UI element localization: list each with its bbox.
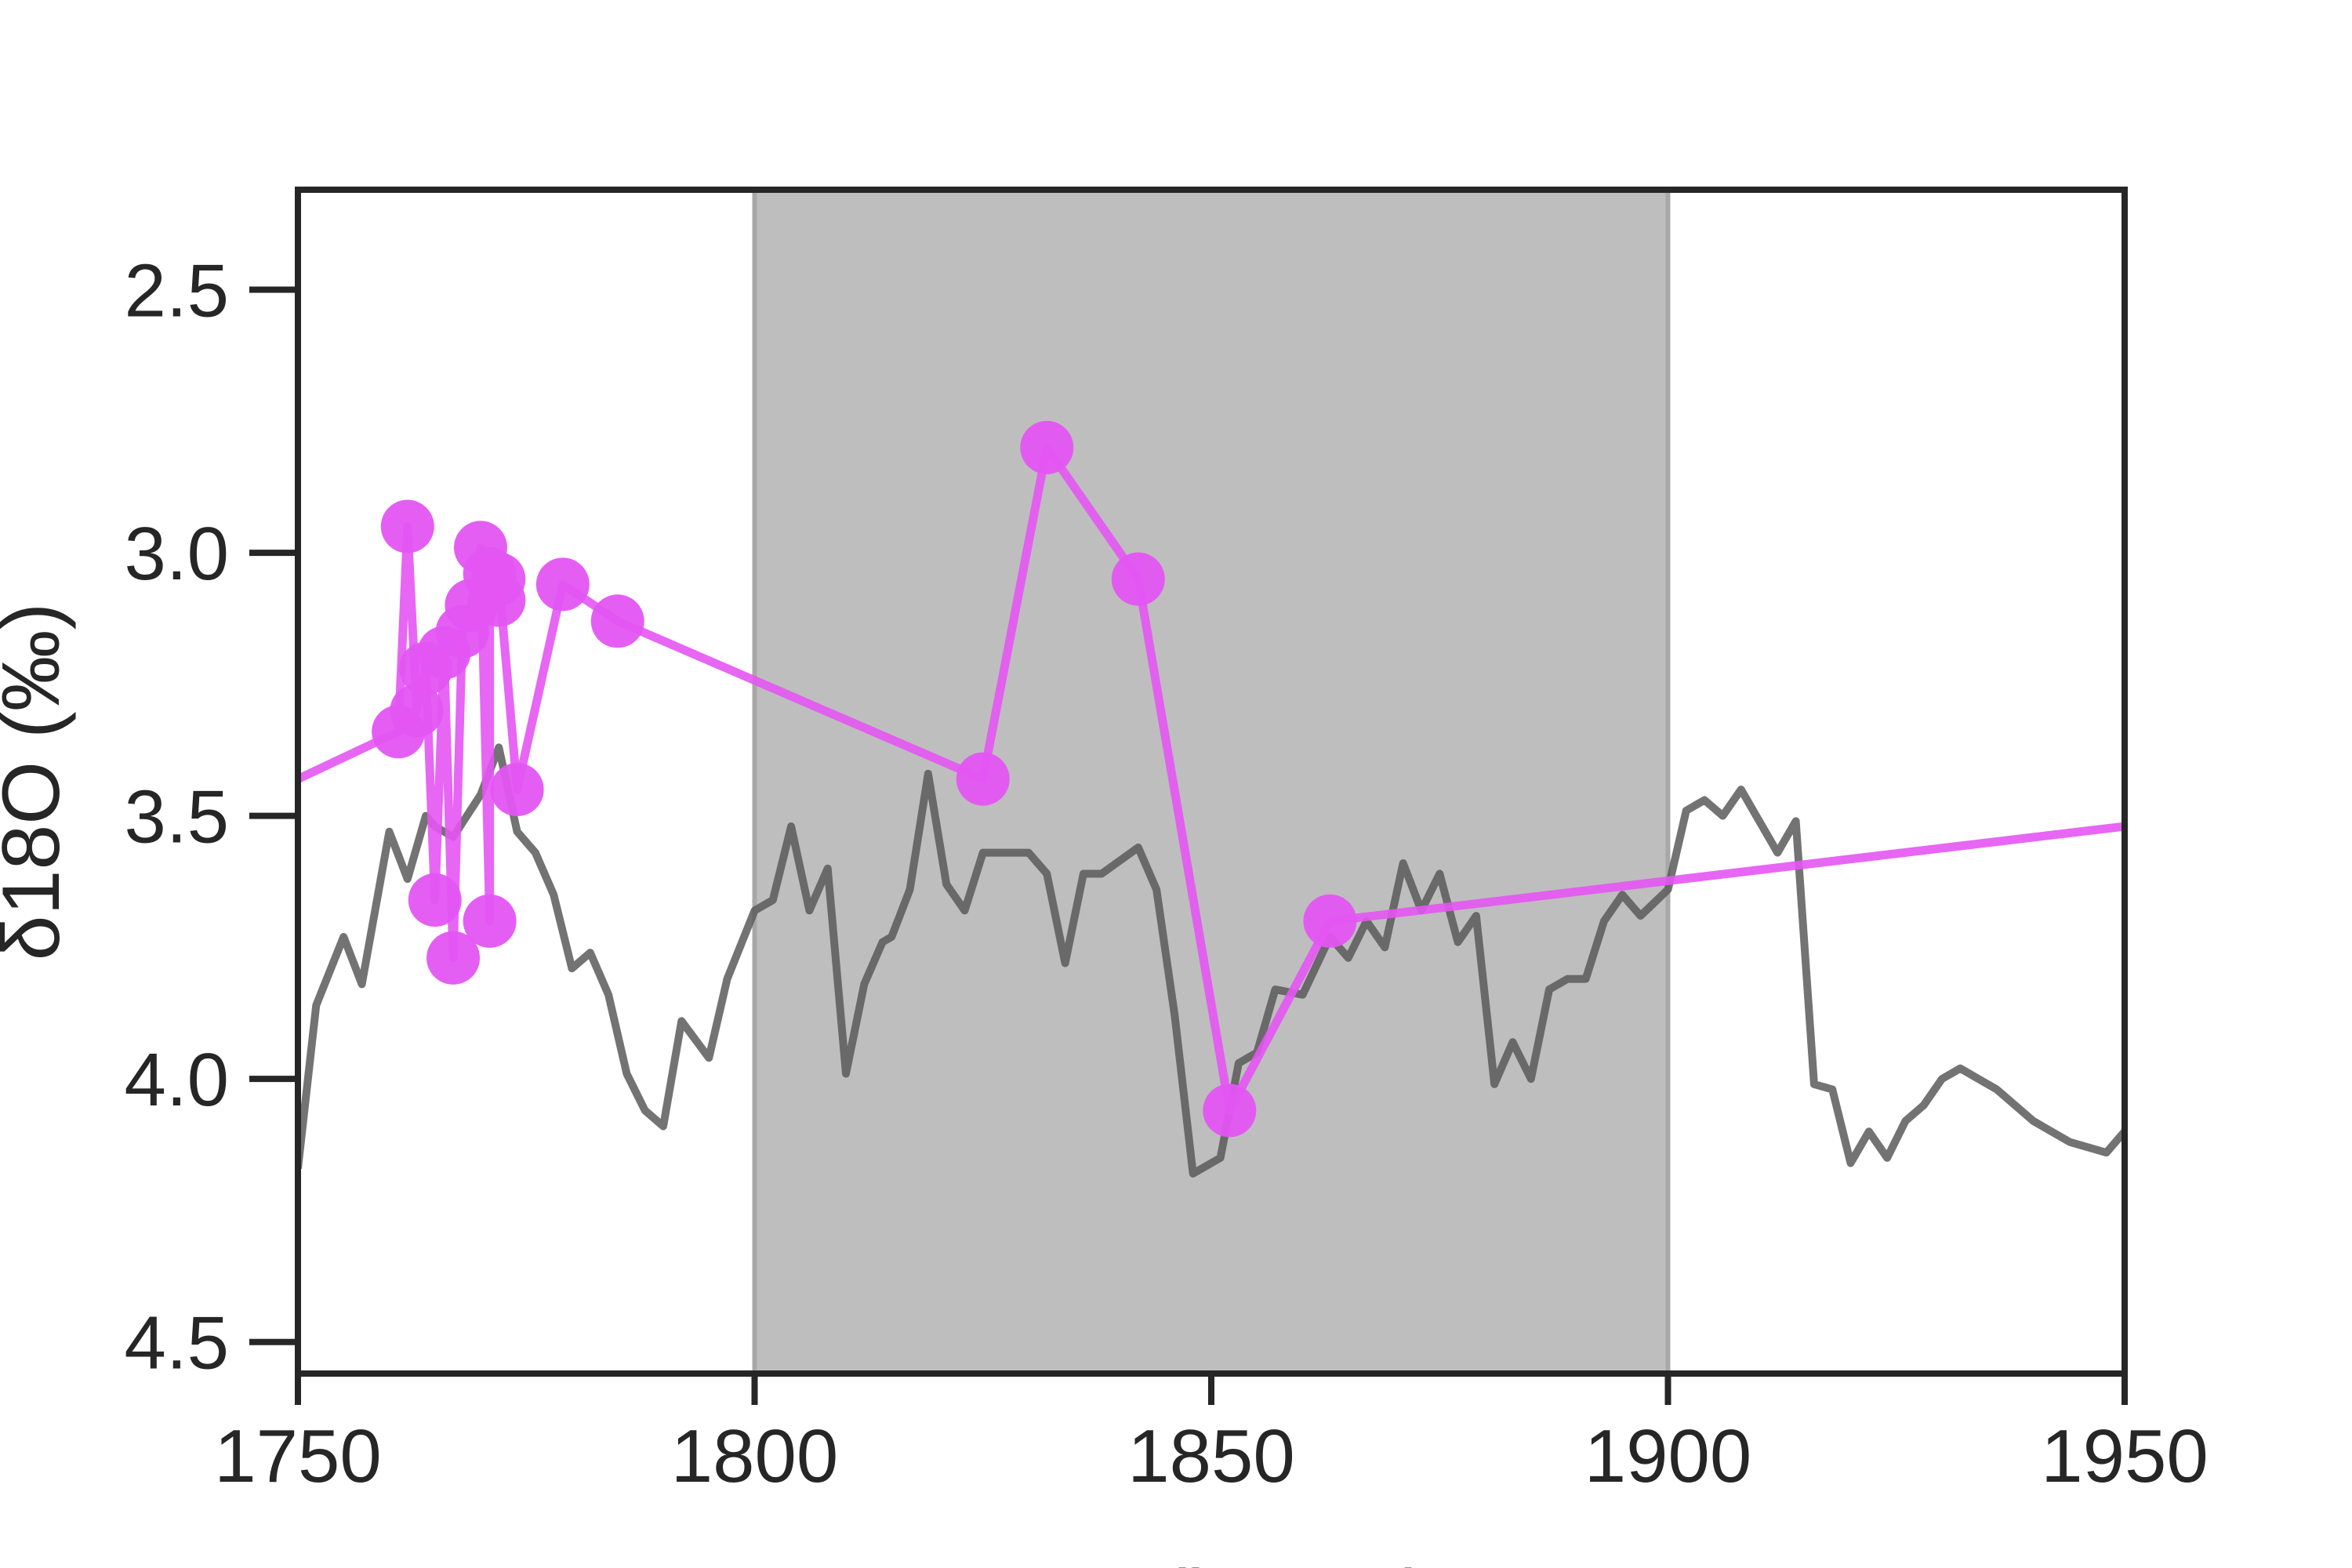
x-tick-label: 1800 (671, 1414, 839, 1498)
x-tick-label: 1900 (1584, 1414, 1752, 1498)
series-2-point (490, 763, 544, 817)
x-tick-label: 1750 (214, 1414, 382, 1498)
series-2-point (590, 594, 644, 648)
series-2-point (1303, 894, 1357, 948)
shaded-interval-layer (752, 190, 1671, 1374)
series-2-point (472, 552, 526, 606)
y-tick-label: 4.5 (125, 1301, 229, 1385)
x-tick-label: 1850 (1127, 1414, 1295, 1498)
series-layer (298, 420, 2125, 1178)
x-axis: 1750 1800 1850 1900 1950 (214, 1374, 2209, 1498)
series-2-point (956, 752, 1010, 806)
series-2-point (408, 873, 462, 927)
series-2-point (1020, 420, 1074, 474)
series-2-point (463, 894, 517, 948)
x-axis-title: Age (ka BP) (992, 1554, 1432, 1568)
series-2-point (426, 931, 481, 985)
y-axis-title: δ18O (‰) (0, 603, 77, 961)
series-2-point (535, 557, 590, 612)
shaded-interval (754, 190, 1668, 1374)
series-2-point (390, 684, 444, 738)
y-tick-label: 2.5 (125, 249, 229, 333)
y-tick-label: 4.0 (125, 1038, 229, 1122)
series-2-point (380, 499, 434, 554)
y-tick-label: 3.5 (125, 775, 229, 859)
y-tick-label: 3.0 (125, 512, 229, 596)
series-2-point (1203, 1083, 1257, 1138)
y-axis: 2.5 3.0 3.5 4.0 4.5 (125, 249, 298, 1385)
x-tick-label: 1950 (2041, 1414, 2209, 1498)
series-2-point (1111, 552, 1165, 606)
